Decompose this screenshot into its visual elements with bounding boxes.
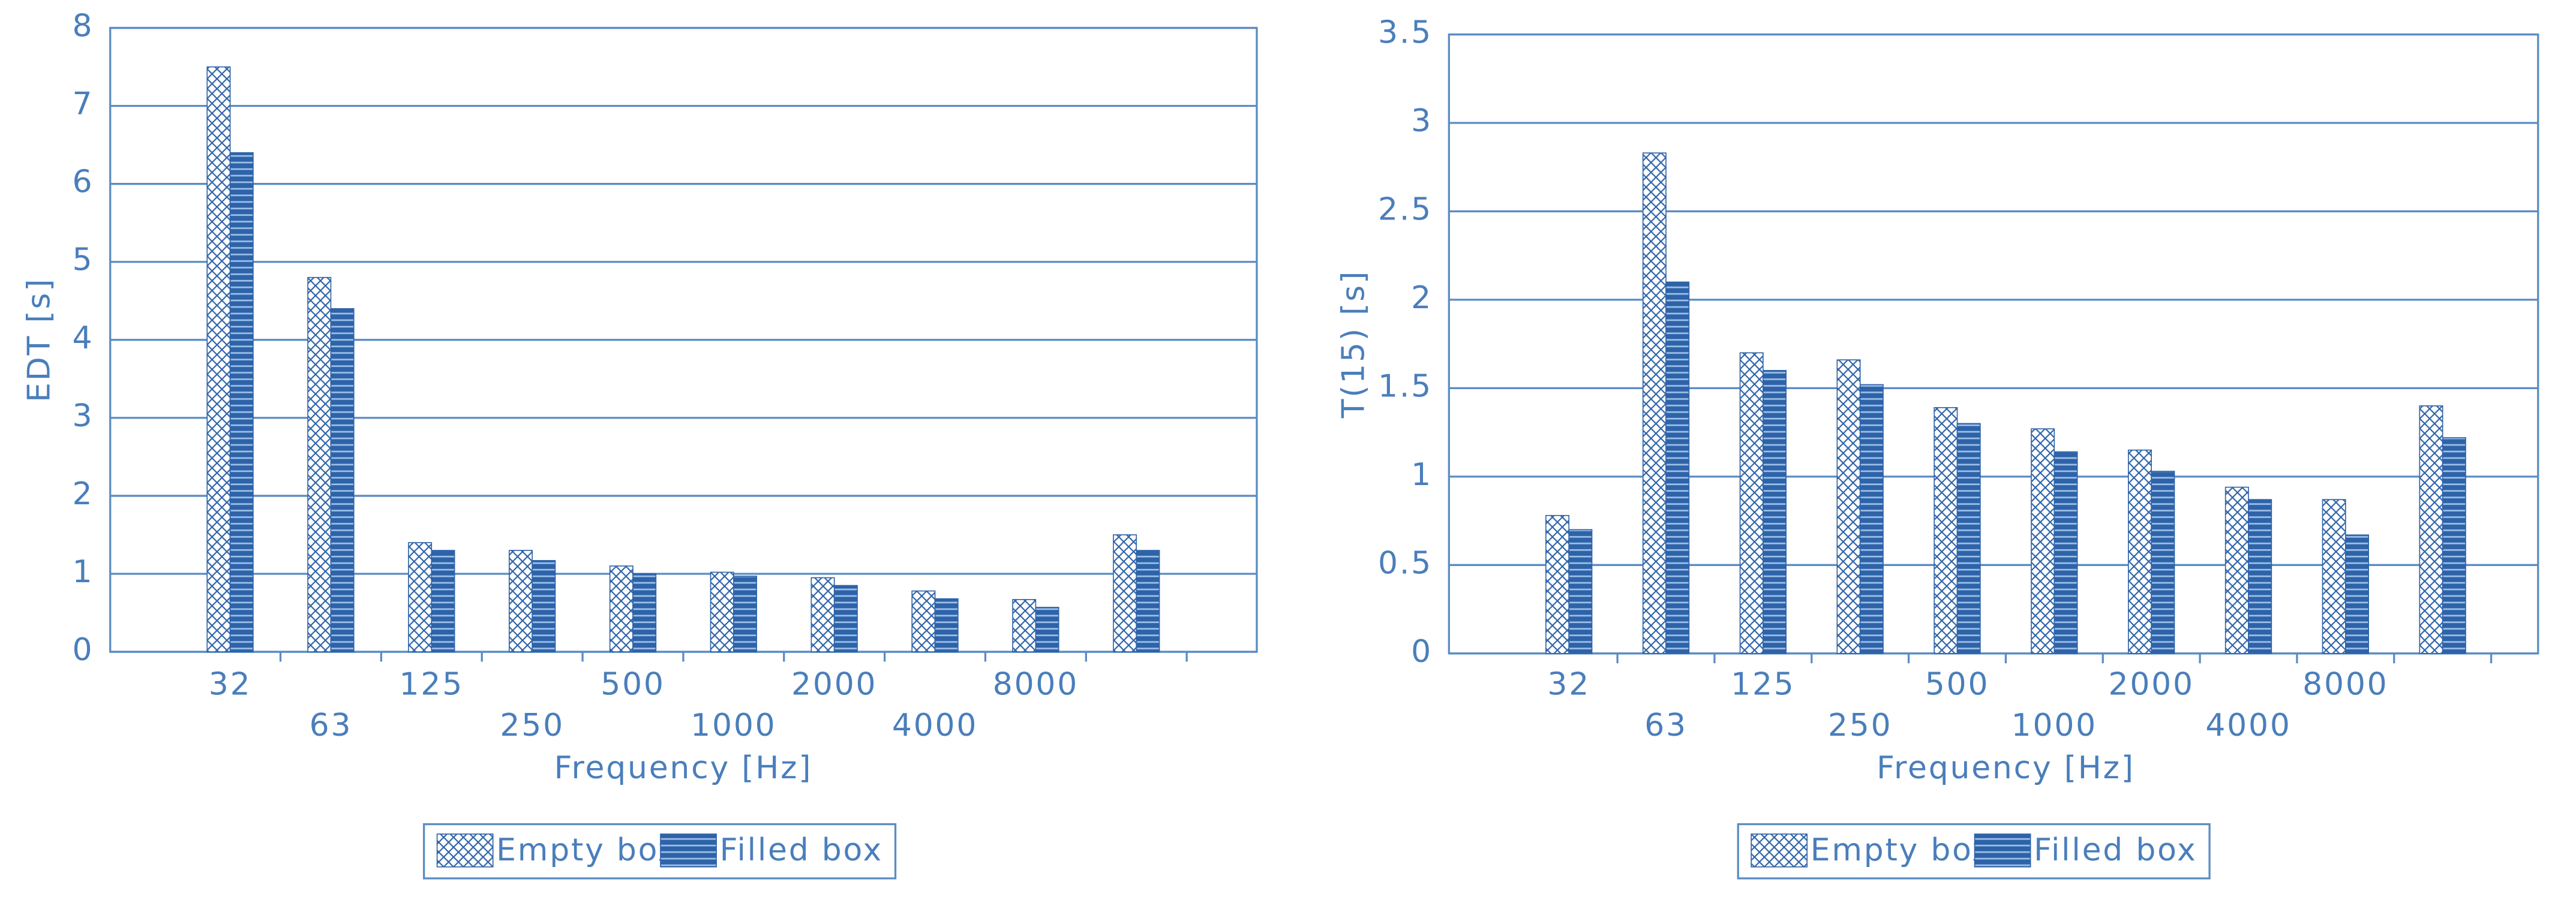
bar — [609, 565, 634, 652]
bar — [2151, 471, 2175, 654]
bar — [330, 308, 355, 652]
x-tick-label: 1000 — [690, 708, 776, 744]
y-tick-label: 6 — [72, 164, 94, 200]
x-tick-label: 32 — [1547, 667, 1590, 703]
bar — [1545, 514, 1570, 654]
legend-box — [423, 823, 897, 880]
bar — [2031, 428, 2055, 654]
bar — [532, 560, 556, 652]
plot-frame — [1448, 33, 2539, 655]
x-tick-label: 32 — [209, 667, 252, 703]
x-tick-label: 8000 — [2302, 667, 2388, 703]
x-tick-label: 63 — [310, 708, 353, 744]
y-axis-title: EDT [s] — [22, 278, 58, 402]
bar — [1763, 370, 1787, 654]
bar — [2322, 499, 2346, 654]
legend-label: Filled box — [720, 832, 883, 868]
bar — [2345, 534, 2369, 654]
x-tick-label: 250 — [500, 708, 565, 744]
x-tick-label: 4000 — [892, 708, 978, 744]
bar — [1956, 423, 1981, 654]
bar — [710, 571, 734, 652]
bar — [206, 66, 231, 652]
bar — [307, 276, 332, 652]
bar — [1859, 384, 1884, 654]
x-tick-label: 63 — [1644, 708, 1688, 744]
y-tick-label: 0 — [1411, 634, 1433, 670]
legend-swatch — [1751, 833, 1808, 868]
bar — [911, 590, 936, 652]
legend-swatch — [1974, 833, 2031, 868]
bar — [1642, 152, 1667, 654]
bar — [1933, 407, 1958, 654]
x-tick-label: 500 — [1925, 667, 1990, 703]
y-tick-label: 8 — [72, 8, 94, 44]
legend-swatch — [436, 833, 494, 868]
bar — [509, 550, 533, 652]
x-axis-title: Frequency [Hz] — [1877, 750, 2135, 786]
bar — [2128, 449, 2152, 654]
y-tick-label: 3.5 — [1378, 15, 1433, 51]
bar — [733, 576, 758, 652]
legend-label: Empty box — [1811, 832, 1992, 868]
bar — [1136, 550, 1160, 652]
x-tick-label: 1000 — [2011, 708, 2097, 744]
y-tick-label: 5 — [72, 242, 94, 278]
bar — [1035, 607, 1059, 652]
bar — [2224, 486, 2249, 654]
bar — [1012, 599, 1037, 652]
bar — [2053, 451, 2078, 654]
y-tick-label: 3 — [1411, 103, 1433, 139]
bar — [833, 585, 858, 652]
y-tick-label: 3 — [72, 398, 94, 434]
bar — [810, 577, 835, 652]
y-tick-label: 2 — [1411, 280, 1433, 316]
y-tick-label: 1.5 — [1378, 368, 1433, 404]
bar — [1665, 281, 1690, 654]
bar — [1113, 534, 1137, 652]
x-axis-title: Frequency [Hz] — [554, 750, 813, 786]
x-tick-label: 2000 — [2109, 667, 2194, 703]
bar — [2419, 405, 2443, 654]
y-tick-label: 1 — [72, 554, 94, 590]
bar — [1568, 529, 1593, 654]
x-tick-label: 500 — [601, 667, 665, 703]
y-tick-label: 4 — [72, 320, 94, 356]
x-tick-label: 125 — [400, 667, 464, 703]
y-tick-label: 1 — [1411, 457, 1433, 493]
y-tick-label: 2.5 — [1378, 191, 1433, 227]
x-tick-label: 125 — [1731, 667, 1796, 703]
bar — [632, 573, 657, 652]
bar — [1836, 359, 1861, 654]
legend-label: Empty box — [496, 832, 678, 868]
legend-label: Filled box — [2034, 832, 2197, 868]
legend-box — [1737, 823, 2211, 880]
y-tick-label: 2 — [72, 476, 94, 512]
x-tick-label: 250 — [1828, 708, 1893, 744]
bar — [934, 598, 959, 652]
y-tick-label: 7 — [72, 86, 94, 122]
bar — [431, 550, 455, 652]
x-tick-label: 8000 — [993, 667, 1079, 703]
x-tick-label: 4000 — [2205, 708, 2291, 744]
bar — [2442, 437, 2466, 654]
bar — [229, 152, 254, 652]
legend-swatch — [660, 833, 717, 868]
y-axis-title: T(15) [s] — [1335, 270, 1371, 419]
bar — [1739, 352, 1764, 654]
bar — [2248, 499, 2272, 654]
x-tick-label: 2000 — [791, 667, 877, 703]
y-tick-label: 0 — [72, 632, 94, 668]
y-tick-label: 0.5 — [1378, 545, 1433, 581]
bar — [408, 542, 433, 652]
